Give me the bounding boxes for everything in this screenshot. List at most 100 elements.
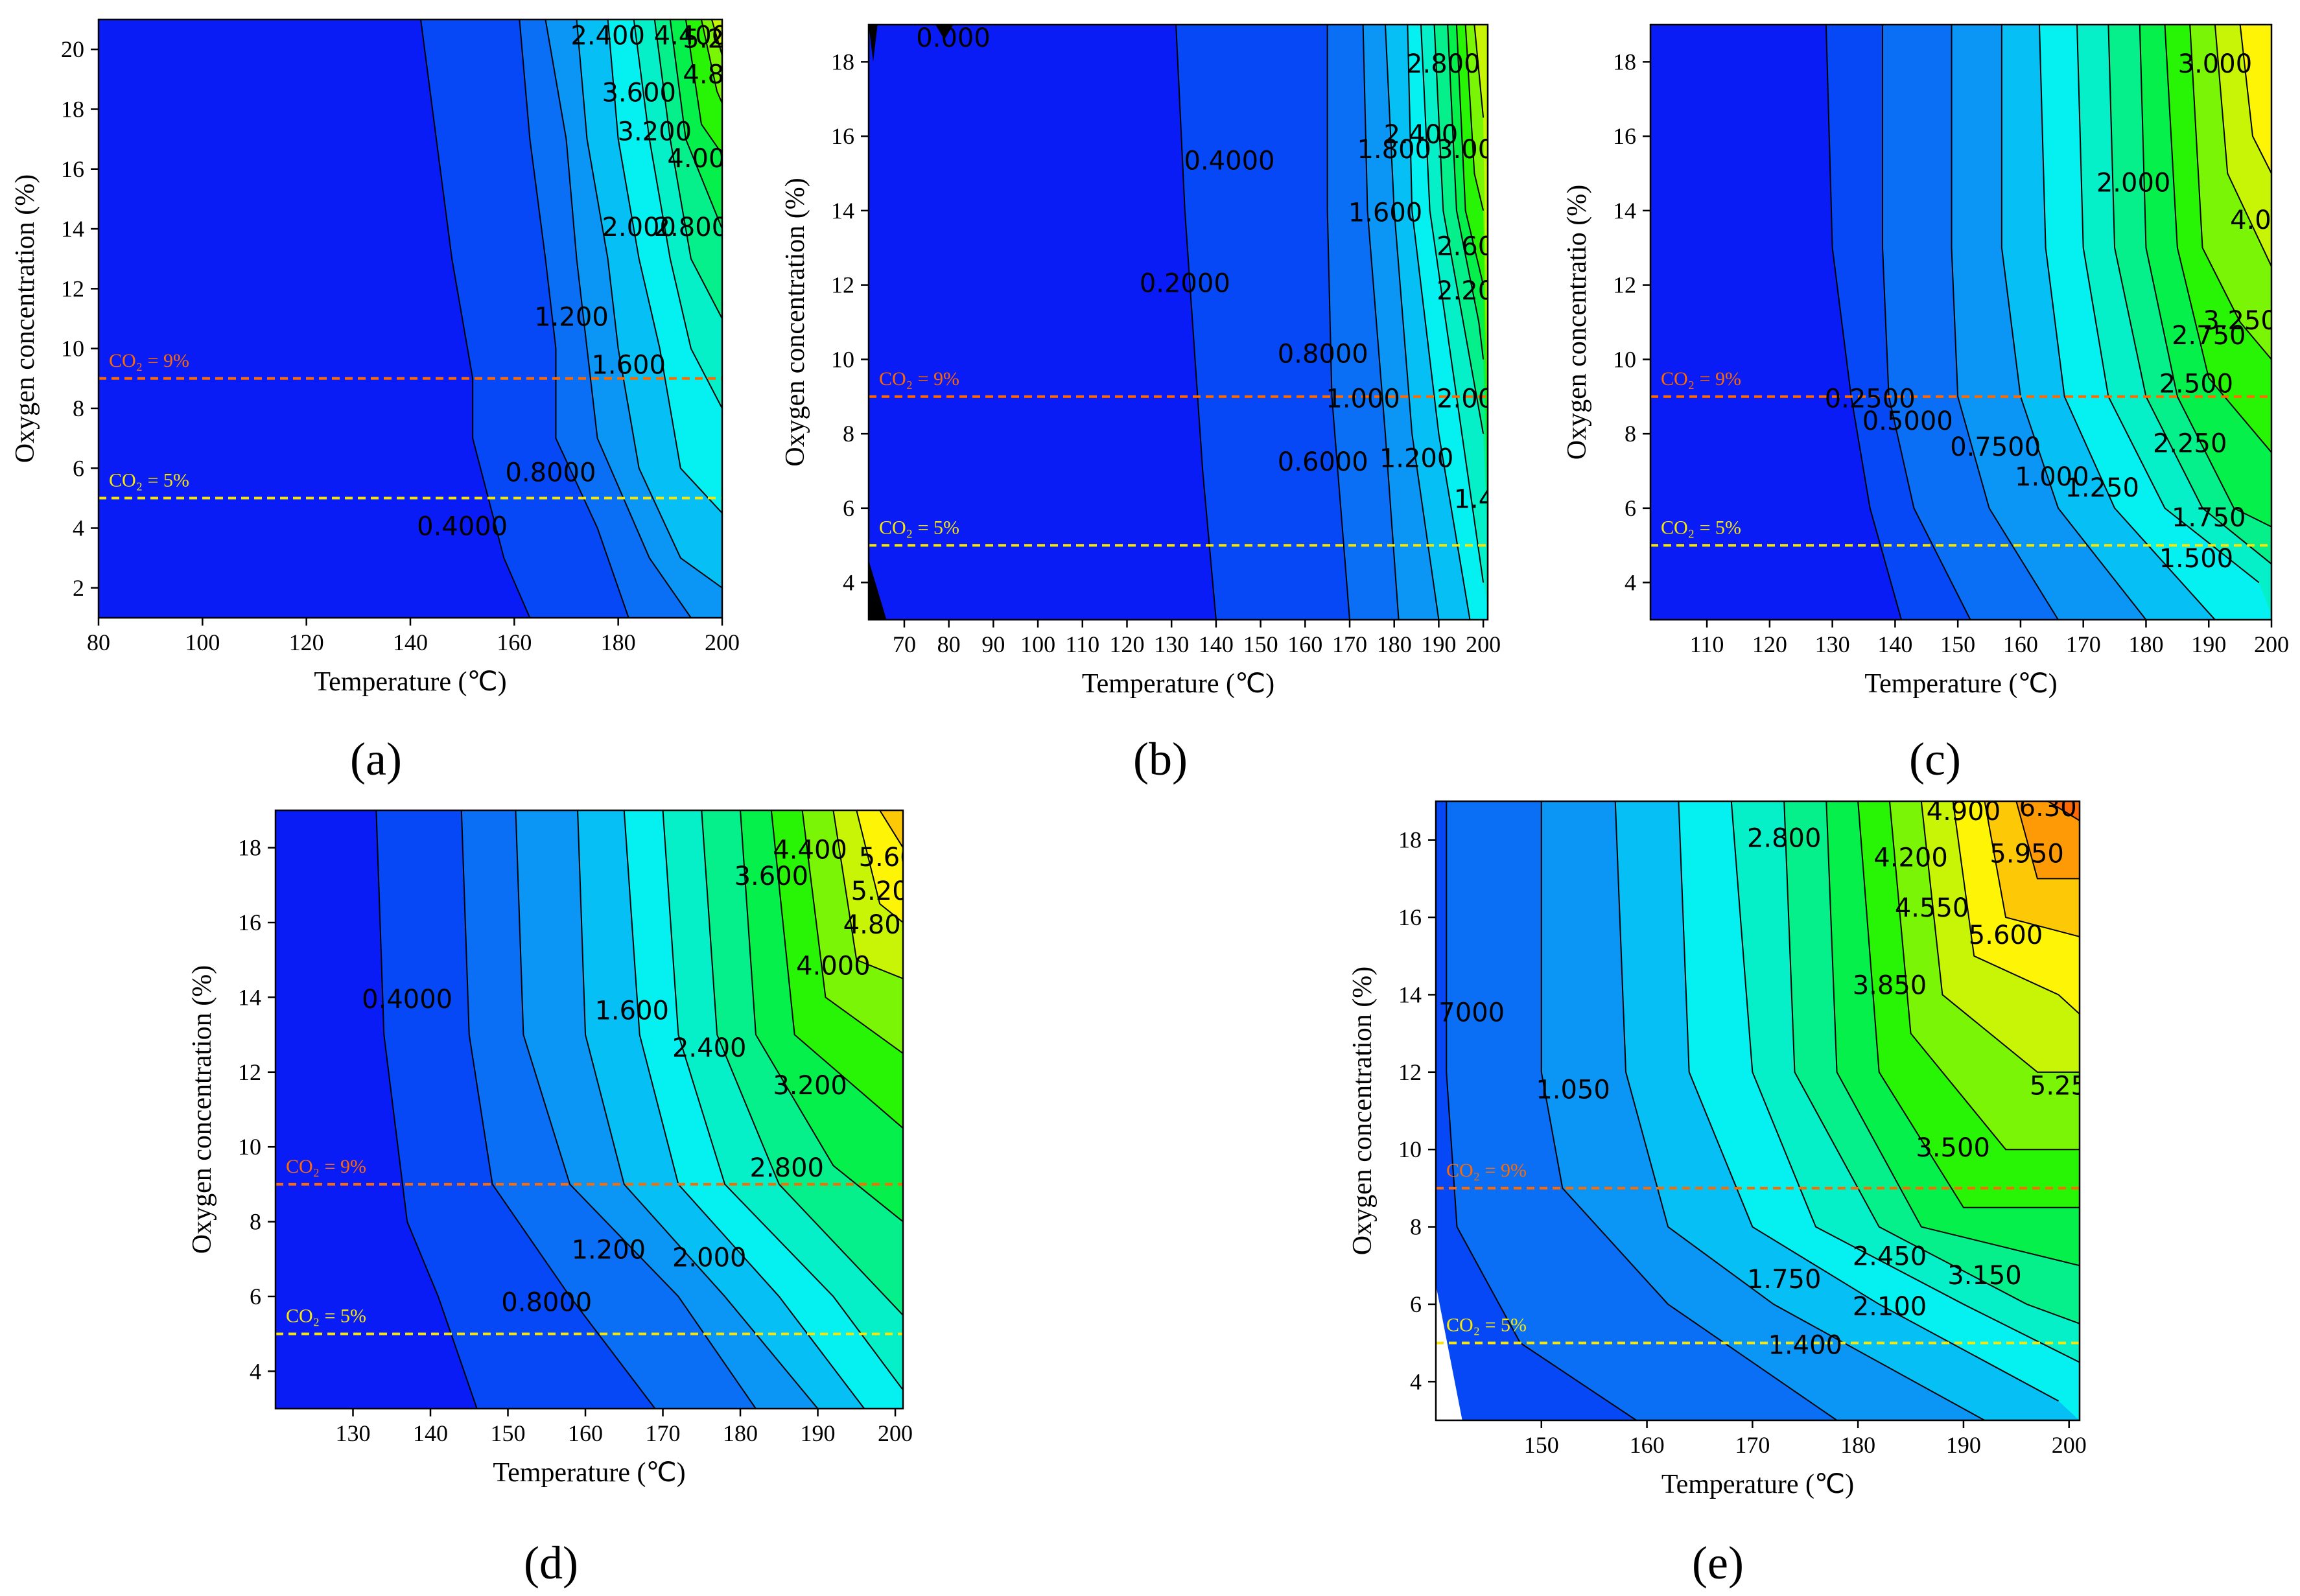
contour-label: 3.600 <box>734 862 809 891</box>
contour-label: 1.200 <box>572 1236 646 1265</box>
contour-label: 0.2500 <box>1825 384 1916 414</box>
contour-label: 2.000 <box>2096 169 2171 198</box>
contour-label: 0.8000 <box>1278 340 1368 370</box>
contour-label: 1.200 <box>534 303 609 333</box>
contour-fill-level <box>869 560 887 620</box>
y-tick-label: 16 <box>1398 904 1422 930</box>
contour-fill-level <box>856 810 903 923</box>
x-tick-label: 200 <box>2052 1432 2087 1458</box>
y-tick-label: 14 <box>238 984 261 1010</box>
contour-line <box>1984 801 2080 937</box>
x-tick-label: 130 <box>336 1420 371 1446</box>
y-tick-label: 14 <box>1398 981 1422 1007</box>
contour-line <box>1362 25 1400 620</box>
x-tick-label: 190 <box>2191 631 2226 657</box>
x-tick-label: 120 <box>1109 631 1144 657</box>
contour-line <box>1384 25 1440 620</box>
contour-label: 5.600 <box>1969 921 2043 950</box>
y-tick-label: 6 <box>73 455 84 481</box>
x-tick-label: 180 <box>2128 631 2163 657</box>
contour-line <box>1730 801 2080 1363</box>
y-tick-label: 6 <box>250 1284 261 1309</box>
x-tick-label: 100 <box>1020 631 1055 657</box>
contour-label: 2.800 <box>1406 49 1481 79</box>
contour-label: 6.30 <box>2019 793 2077 823</box>
y-tick-label: 4 <box>250 1358 261 1384</box>
contour-label: .7000 <box>1431 998 1505 1027</box>
contour-fill-level <box>2240 25 2271 174</box>
contour-line <box>576 19 722 589</box>
x-tick-label: 80 <box>87 629 110 655</box>
contour-label: 2.800 <box>749 1153 824 1183</box>
y-tick-label: 12 <box>831 272 854 298</box>
contour-line <box>711 19 722 56</box>
contour-line <box>1825 801 2080 1267</box>
contour-line <box>2164 25 2271 453</box>
x-tick-label: 180 <box>1377 631 1412 657</box>
x-tick-label: 150 <box>1524 1432 1559 1458</box>
contour-label: 4.00 <box>667 144 725 174</box>
contour-label: 5.25 <box>2030 1072 2087 1101</box>
contour-label: 1.600 <box>591 350 666 380</box>
x-tick-label: 170 <box>1735 1432 1770 1458</box>
contour-line <box>460 810 656 1409</box>
contour-line <box>1951 25 2059 620</box>
contour-line <box>2047 801 2080 821</box>
contour-label: 1.000 <box>1326 384 1400 414</box>
y-tick-label: 16 <box>61 156 84 182</box>
reference-line-label: CO₂ = 9% <box>109 350 189 371</box>
y-tick-label: 8 <box>843 421 854 447</box>
y-tick-label: 12 <box>238 1059 261 1085</box>
y-axis-title: Oxygen concentration (%) <box>10 174 40 464</box>
x-tick-label: 160 <box>2003 631 2038 657</box>
contour-line <box>832 810 903 980</box>
contour-label: 2.400 <box>1384 120 1459 150</box>
plot-area: CO₂ = 9% CO₂ = 5% 4.900 6.30 2.800 4.200 5.950… <box>1431 793 2087 1420</box>
contour-label: 4.400 <box>773 835 847 865</box>
contour-line <box>701 810 903 1316</box>
contour-label: 4.900 <box>1927 797 2001 827</box>
y-tick-label: 10 <box>831 346 854 372</box>
reference-line-label: CO₂ = 9% <box>1446 1160 1527 1181</box>
contour-line <box>740 810 903 1223</box>
contour-label: 2.800 <box>1747 824 1822 854</box>
contour-line <box>1857 801 2080 1208</box>
contour-line <box>879 810 903 849</box>
x-tick-label: 150 <box>491 1420 526 1446</box>
x-tick-label: 180 <box>1840 1432 1875 1458</box>
x-tick-label: 200 <box>878 1420 913 1446</box>
y-tick-label: 10 <box>1398 1136 1422 1162</box>
x-tick-label: 120 <box>289 629 324 655</box>
contour-line <box>2139 25 2271 528</box>
contour-label: 0.7500 <box>1950 432 2041 462</box>
contour-label: 1.000 <box>2015 462 2089 492</box>
contour-label: 0.4000 <box>417 512 508 542</box>
x-tick-label: 190 <box>1421 631 1456 657</box>
contour-fill-level <box>1465 25 1488 450</box>
y-axis-title: Oxygen concentration (%) <box>1348 967 1378 1256</box>
contour-label: 3.850 <box>1853 971 1927 1001</box>
contour-label: 3.00 <box>1437 135 1494 165</box>
x-tick-label: 100 <box>185 629 220 655</box>
y-tick-label: 16 <box>831 123 854 149</box>
reference-line-label: CO₂ = 9% <box>1661 368 1741 390</box>
x-tick-label: 160 <box>1287 631 1322 657</box>
reference-line-label: CO₂ = 5% <box>109 469 189 491</box>
x-tick-label: 150 <box>1940 631 1975 657</box>
contour-label: 3.250 <box>2203 306 2277 336</box>
contour-line <box>1464 25 1484 211</box>
y-tick-label: 2 <box>73 575 84 601</box>
x-tick-label: 70 <box>893 631 916 657</box>
contour-line <box>1783 801 2080 1324</box>
x-axis-title: Temperature (℃) <box>493 1458 685 1488</box>
contour-line <box>1678 801 2059 1402</box>
contour-label: 3.200 <box>618 117 692 147</box>
contour-label: 0.5000 <box>1862 406 1953 436</box>
contour-label: 2.400 <box>672 1033 747 1063</box>
x-tick-label: 160 <box>497 629 532 655</box>
reference-line-label: CO₂ = 5% <box>1661 517 1741 538</box>
contour-label: 3.500 <box>1916 1133 1990 1163</box>
contour-line <box>2239 25 2271 174</box>
